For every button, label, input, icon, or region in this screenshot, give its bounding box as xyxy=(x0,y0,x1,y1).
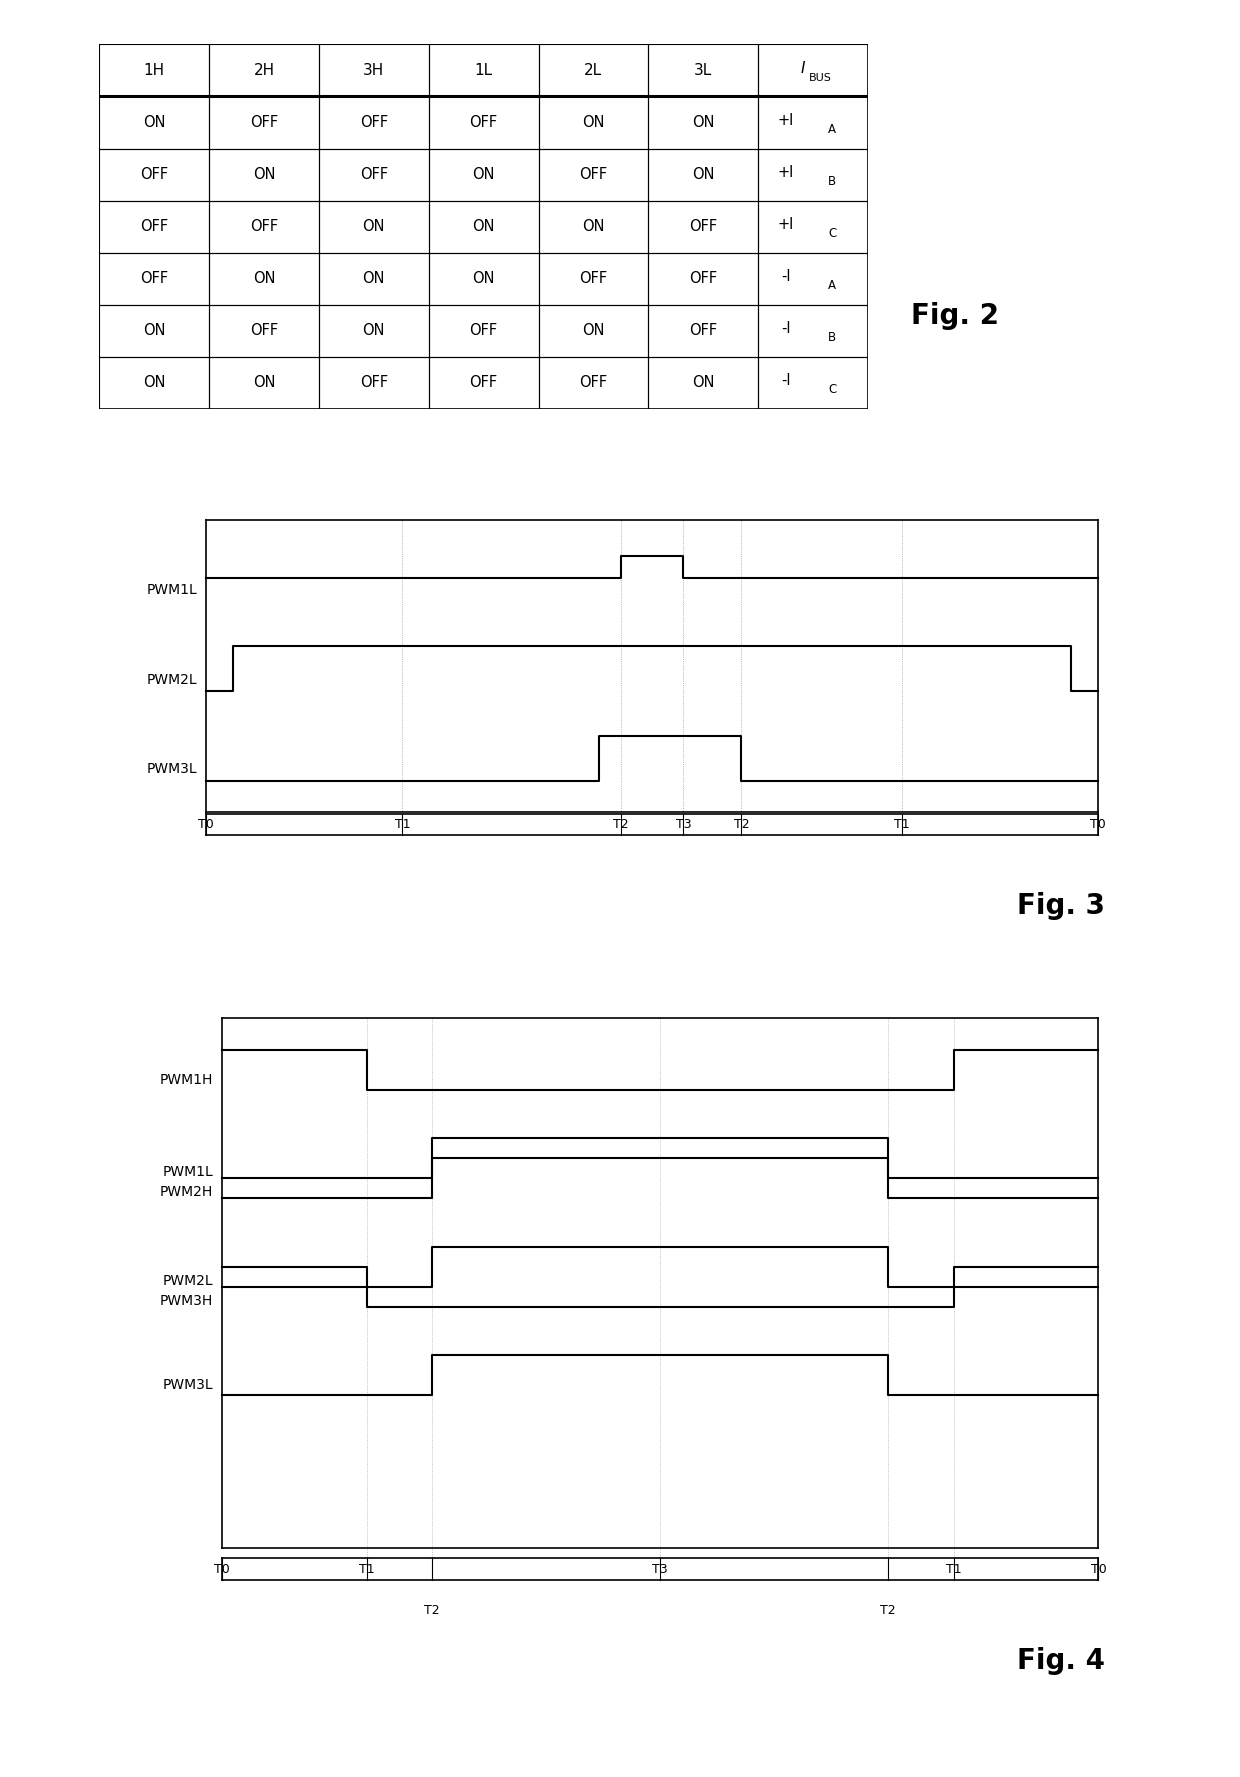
Text: OFF: OFF xyxy=(470,375,497,391)
Text: T2: T2 xyxy=(734,817,749,832)
Text: OFF: OFF xyxy=(250,219,278,235)
Text: BUS: BUS xyxy=(810,73,832,84)
Text: 2L: 2L xyxy=(584,62,603,78)
Text: OFF: OFF xyxy=(360,116,388,130)
Text: 1H: 1H xyxy=(144,62,165,78)
Text: ON: ON xyxy=(472,167,495,181)
Text: T0: T0 xyxy=(215,1562,229,1576)
Text: ON: ON xyxy=(362,219,386,235)
Text: OFF: OFF xyxy=(579,272,608,286)
Text: ON: ON xyxy=(143,375,165,391)
Text: OFF: OFF xyxy=(250,116,278,130)
Text: T1: T1 xyxy=(394,817,410,832)
Text: 2H: 2H xyxy=(253,62,274,78)
Text: OFF: OFF xyxy=(579,167,608,181)
Text: ON: ON xyxy=(582,219,605,235)
Text: 1L: 1L xyxy=(475,62,492,78)
Text: T1: T1 xyxy=(894,817,910,832)
Text: ON: ON xyxy=(253,375,275,391)
Text: ON: ON xyxy=(582,323,605,338)
Text: ON: ON xyxy=(472,272,495,286)
Text: OFF: OFF xyxy=(360,375,388,391)
Text: +I: +I xyxy=(777,165,795,179)
Text: A: A xyxy=(828,123,836,137)
Text: ON: ON xyxy=(253,167,275,181)
Text: PWM2H: PWM2H xyxy=(160,1185,213,1199)
Text: OFF: OFF xyxy=(250,323,278,338)
Text: OFF: OFF xyxy=(689,323,717,338)
Text: -I: -I xyxy=(781,373,791,389)
Text: T1: T1 xyxy=(358,1562,374,1576)
Text: T2: T2 xyxy=(613,817,629,832)
Text: OFF: OFF xyxy=(470,323,497,338)
Text: ON: ON xyxy=(143,116,165,130)
Text: OFF: OFF xyxy=(140,167,169,181)
Text: T2: T2 xyxy=(424,1605,440,1617)
Text: 3H: 3H xyxy=(363,62,384,78)
Text: -I: -I xyxy=(781,270,791,284)
Text: T3: T3 xyxy=(676,817,691,832)
Text: B: B xyxy=(828,176,836,188)
Text: ON: ON xyxy=(362,323,386,338)
Text: PWM3H: PWM3H xyxy=(160,1294,213,1308)
Text: T1: T1 xyxy=(946,1562,962,1576)
Text: 3L: 3L xyxy=(694,62,713,78)
Text: Fig. 3: Fig. 3 xyxy=(1017,892,1105,920)
Text: B: B xyxy=(828,332,836,345)
Text: OFF: OFF xyxy=(360,167,388,181)
Text: ON: ON xyxy=(253,272,275,286)
Text: C: C xyxy=(828,384,837,396)
Text: I: I xyxy=(801,60,806,76)
Text: T0: T0 xyxy=(198,817,215,832)
Text: Fig. 2: Fig. 2 xyxy=(911,302,999,331)
Text: -I: -I xyxy=(781,322,791,336)
Text: T3: T3 xyxy=(652,1562,668,1576)
Text: +I: +I xyxy=(777,217,795,233)
Text: OFF: OFF xyxy=(579,375,608,391)
Text: PWM2L: PWM2L xyxy=(162,1274,213,1288)
Text: PWM3L: PWM3L xyxy=(146,762,197,777)
Text: ON: ON xyxy=(692,167,714,181)
Text: OFF: OFF xyxy=(140,219,169,235)
Text: ON: ON xyxy=(362,272,386,286)
Text: T0: T0 xyxy=(1090,817,1106,832)
Text: ON: ON xyxy=(692,375,714,391)
Text: C: C xyxy=(828,227,837,240)
Text: OFF: OFF xyxy=(689,272,717,286)
Text: PWM3L: PWM3L xyxy=(162,1379,213,1393)
Text: ON: ON xyxy=(582,116,605,130)
Text: A: A xyxy=(828,279,836,293)
Text: PWM1H: PWM1H xyxy=(160,1073,213,1088)
Text: PWM1L: PWM1L xyxy=(162,1166,213,1180)
Text: T2: T2 xyxy=(880,1605,897,1617)
Text: T0: T0 xyxy=(1091,1562,1106,1576)
Text: ON: ON xyxy=(472,219,495,235)
Text: +I: +I xyxy=(777,114,795,128)
Text: OFF: OFF xyxy=(470,116,497,130)
Text: PWM1L: PWM1L xyxy=(146,583,197,597)
Text: OFF: OFF xyxy=(140,272,169,286)
Text: Fig. 4: Fig. 4 xyxy=(1017,1647,1105,1676)
Text: ON: ON xyxy=(143,323,165,338)
Text: ON: ON xyxy=(692,116,714,130)
Text: PWM2L: PWM2L xyxy=(146,672,197,686)
Text: OFF: OFF xyxy=(689,219,717,235)
